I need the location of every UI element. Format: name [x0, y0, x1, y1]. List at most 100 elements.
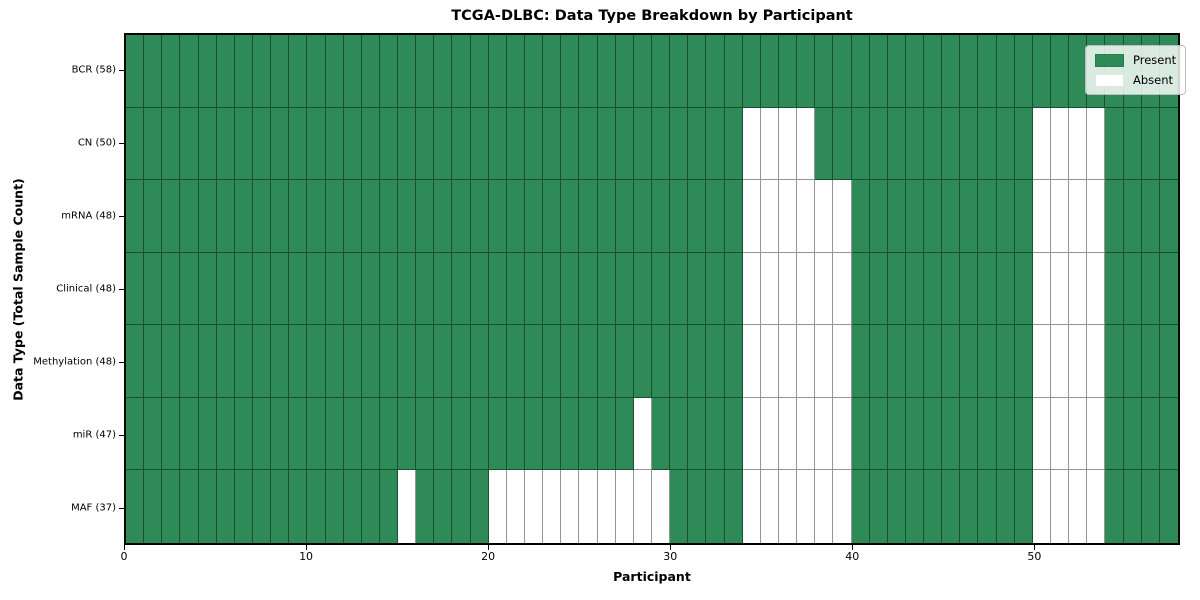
heatmap-cell-mRNA-p0 — [126, 180, 145, 253]
heatmap-cell-CN-p10 — [307, 107, 326, 181]
heatmap-cell-BCR-p11 — [325, 35, 344, 108]
heatmap-cell-CN-p37 — [797, 107, 816, 181]
heatmap-cell-BCR-p16 — [416, 35, 435, 108]
legend: Present Absent — [1085, 45, 1187, 95]
heatmap-cell-MAF-p54 — [1105, 470, 1124, 543]
heatmap-cell-Clinical-p35 — [760, 252, 779, 326]
heatmap-cell-mRNA-p33 — [724, 180, 743, 253]
heatmap-cell-MAF-p43 — [905, 470, 925, 543]
heatmap-cell-MAF-p33 — [724, 470, 743, 543]
heatmap-cell-Methylation-p29 — [652, 325, 671, 398]
heatmap-cell-Clinical-p19 — [470, 252, 489, 326]
legend-swatch-present — [1095, 53, 1124, 67]
heatmap-cell-MAF-p45 — [942, 470, 961, 543]
heatmap-cell-Clinical-p21 — [506, 252, 526, 326]
heatmap-cell-CN-p2 — [162, 107, 181, 181]
heatmap-cell-Methylation-p24 — [561, 325, 580, 398]
heatmap-cell-miR-p16 — [416, 397, 435, 471]
heatmap-cell-MAF-p6 — [234, 470, 253, 543]
heatmap-cell-Methylation-p2 — [162, 325, 181, 398]
heatmap-cell-Methylation-p47 — [978, 325, 997, 398]
heatmap-cell-miR-p44 — [924, 397, 943, 471]
heatmap-cell-Methylation-p16 — [416, 325, 435, 398]
heatmap-cell-mRNA-p3 — [180, 180, 199, 253]
heatmap-cell-mRNA-p53 — [1087, 180, 1106, 253]
heatmap-cell-BCR-p12 — [343, 35, 362, 108]
heatmap-cell-MAF-p38 — [815, 470, 834, 543]
heatmap-cell-BCR-p34 — [742, 35, 761, 108]
heatmap-cell-CN-p55 — [1123, 107, 1142, 181]
heatmap-cell-miR-p31 — [688, 397, 707, 471]
heatmap-grid — [126, 35, 1178, 543]
heatmap-cell-Methylation-p20 — [488, 325, 507, 398]
heatmap-cell-Clinical-p37 — [797, 252, 816, 326]
heatmap-cell-miR-p18 — [452, 397, 471, 471]
heatmap-cell-Methylation-p41 — [869, 325, 888, 398]
heatmap-cell-Methylation-p55 — [1123, 325, 1142, 398]
heatmap-cell-CN-p35 — [760, 107, 779, 181]
heatmap-cell-MAF-p48 — [996, 470, 1015, 543]
x-tick-mark — [306, 545, 308, 550]
heatmap-cell-BCR-p31 — [688, 35, 707, 108]
heatmap-cell-Methylation-p6 — [234, 325, 253, 398]
heatmap-cell-miR-p2 — [162, 397, 181, 471]
heatmap-cell-Clinical-p2 — [162, 252, 181, 326]
heatmap-cell-Clinical-p32 — [706, 252, 725, 326]
heatmap-cell-BCR-p40 — [851, 35, 870, 108]
heatmap-cell-CN-p12 — [343, 107, 362, 181]
heatmap-cell-Methylation-p17 — [434, 325, 453, 398]
heatmap-cell-Methylation-p14 — [379, 325, 399, 398]
heatmap-cell-BCR-p50 — [1032, 35, 1052, 108]
heatmap-cell-MAF-p2 — [162, 470, 181, 543]
heatmap-cell-MAF-p34 — [742, 470, 761, 543]
y-tick-mark — [119, 362, 124, 364]
heatmap-cell-miR-p19 — [470, 397, 489, 471]
heatmap-cell-Methylation-p50 — [1032, 325, 1052, 398]
heatmap-cell-BCR-p49 — [1014, 35, 1033, 108]
x-tick-label-20: 20 — [481, 550, 496, 563]
heatmap-cell-Clinical-p9 — [289, 252, 308, 326]
heatmap-cell-miR-p11 — [325, 397, 344, 471]
heatmap-cell-Methylation-p18 — [452, 325, 471, 398]
heatmap-cell-CN-p45 — [942, 107, 961, 181]
heatmap-cell-mRNA-p39 — [833, 180, 852, 253]
heatmap-cell-mRNA-p50 — [1032, 180, 1052, 253]
legend-item-absent: Absent — [1095, 73, 1176, 87]
heatmap-cell-Methylation-p11 — [325, 325, 344, 398]
heatmap-cell-miR-p26 — [597, 397, 616, 471]
heatmap-cell-MAF-p16 — [416, 470, 435, 543]
heatmap-cell-Clinical-p33 — [724, 252, 743, 326]
heatmap-cell-mRNA-p56 — [1141, 180, 1160, 253]
heatmap-cell-mRNA-p40 — [851, 180, 870, 253]
heatmap-cell-miR-p34 — [742, 397, 761, 471]
heatmap-cell-mRNA-p52 — [1069, 180, 1088, 253]
heatmap-cell-Clinical-p10 — [307, 252, 326, 326]
heatmap-cell-Methylation-p4 — [198, 325, 217, 398]
heatmap-cell-CN-p57 — [1159, 107, 1178, 181]
heatmap-cell-CN-p53 — [1087, 107, 1106, 181]
heatmap-cell-BCR-p51 — [1051, 35, 1070, 108]
x-tick-mark — [488, 545, 490, 550]
heatmap-cell-MAF-p30 — [670, 470, 689, 543]
y-tick-label-MAF: MAF (37) — [71, 502, 116, 514]
heatmap-cell-Clinical-p27 — [615, 252, 634, 326]
heatmap-cell-mRNA-p13 — [361, 180, 380, 253]
heatmap-cell-MAF-p27 — [615, 470, 634, 543]
heatmap-cell-MAF-p39 — [833, 470, 852, 543]
heatmap-cell-CN-p22 — [525, 107, 544, 181]
heatmap-cell-BCR-p14 — [379, 35, 399, 108]
heatmap-cell-Clinical-p1 — [144, 252, 163, 326]
heatmap-cell-Clinical-p54 — [1105, 252, 1124, 326]
heatmap-cell-MAF-p10 — [307, 470, 326, 543]
heatmap-cell-miR-p52 — [1069, 397, 1088, 471]
heatmap-cell-CN-p41 — [869, 107, 888, 181]
heatmap-cell-BCR-p23 — [543, 35, 562, 108]
heatmap-cell-mRNA-p37 — [797, 180, 816, 253]
heatmap-cell-Clinical-p14 — [379, 252, 399, 326]
y-tick-label-Methylation: Methylation (48) — [33, 356, 116, 368]
heatmap-cell-mRNA-p17 — [434, 180, 453, 253]
heatmap-cell-miR-p57 — [1159, 397, 1178, 471]
heatmap-cell-Clinical-p6 — [234, 252, 253, 326]
heatmap-cell-Clinical-p44 — [924, 252, 943, 326]
y-tick-label-mRNA: mRNA (48) — [61, 210, 116, 222]
